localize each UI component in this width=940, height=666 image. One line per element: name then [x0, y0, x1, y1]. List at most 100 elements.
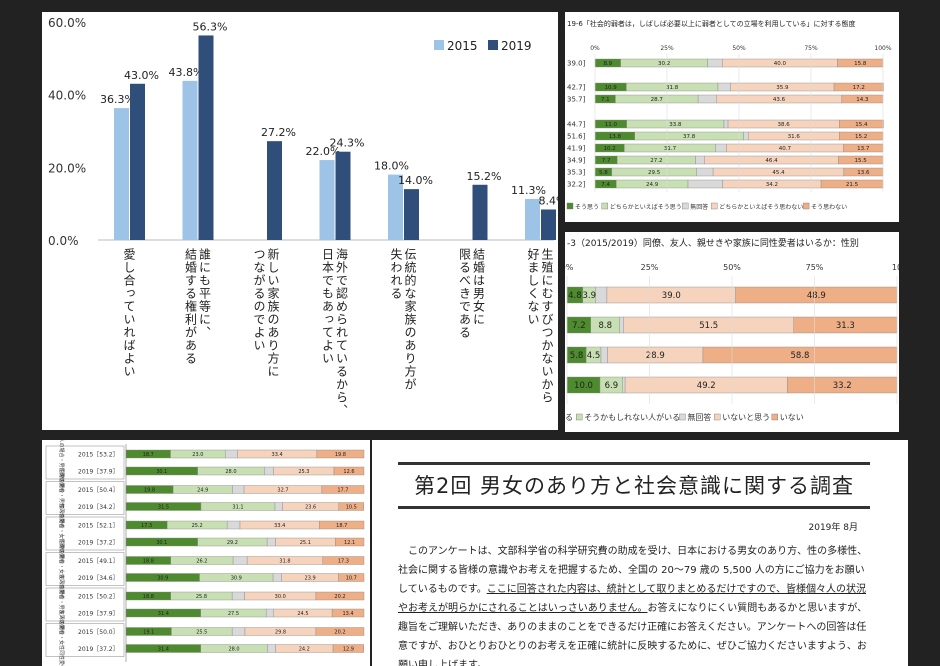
segment-label: 24.5: [297, 611, 308, 617]
stack-segment: [743, 131, 749, 141]
category-label-line: 日本でもあってよい: [320, 248, 335, 365]
segment-label: 58.8: [791, 351, 810, 361]
data-label-2015: 36.3%: [100, 93, 135, 106]
body-text-underlined: ここに回答された内容は、統計として取りまとめるだけですので、皆様個々人の状況やお…: [398, 584, 867, 614]
stack-segment: [265, 608, 274, 618]
segment-label: 23.6: [305, 504, 316, 510]
legend-swatch-2019: [488, 40, 498, 50]
legend-label: 無回答: [690, 203, 708, 211]
legend-swatch: [566, 202, 574, 210]
bar-2019: [130, 83, 145, 241]
segment-label: 19.8: [144, 487, 155, 493]
segment-label: 30.2: [658, 61, 670, 67]
row-label: 35.7]: [567, 96, 586, 104]
bar-2019: [404, 189, 419, 240]
document-body: このアンケートは、文部科学省の科学研究費の助成を受け、日本における男女のあり方、…: [398, 542, 870, 666]
bar-2019: [335, 151, 351, 240]
segment-label: 30.0: [275, 594, 286, 600]
row-label: 2015［50.2］: [78, 594, 119, 601]
segment-label: 13.4: [342, 611, 353, 617]
segment-label: 7.1: [601, 97, 610, 103]
segment-label: 18.8: [143, 558, 154, 564]
stack-segment: [332, 644, 364, 653]
segment-label: 40.0: [774, 61, 787, 67]
category-label: 海外で認められているから、 日本でもあってよい: [321, 248, 349, 417]
category-label-line: 結婚は男女に: [471, 248, 486, 326]
segment-label: 10.9: [605, 85, 618, 91]
group-box: [45, 516, 125, 551]
bar-2019: [541, 209, 556, 240]
segment-label: 17.3: [141, 523, 152, 529]
bar-2019: [472, 184, 488, 240]
legend-swatch: [681, 202, 689, 210]
group-box: [45, 445, 125, 480]
stack-segment: [264, 466, 274, 476]
legend-swatch: [679, 413, 686, 421]
segment-label: 37.8: [683, 134, 696, 140]
category-label-line: 失われる: [389, 248, 403, 300]
stack-segment: [595, 286, 608, 304]
segment-label: 4.5: [587, 351, 601, 361]
category-label: 愛し合っていればよい: [122, 248, 136, 378]
segment-label: 32.7: [277, 487, 288, 493]
y-tick-label: 0.0%: [48, 234, 79, 248]
segment-label: 25.1: [300, 540, 311, 546]
stacked-chart-social-weak-panel: 8.9 30.2 40.0 15.8 39.0] 10.9 31.8 35.9 17.2 42.7…: [565, 12, 899, 222]
segment-label: 27.2: [650, 158, 662, 164]
segment-label: 29.5: [648, 170, 661, 176]
stack-segment: [715, 143, 727, 153]
segment-label: 15.5: [855, 158, 868, 164]
stack-segment: [600, 346, 608, 364]
data-label-2019: 15.2%: [467, 170, 502, 183]
legend-label: どちらかといえばそう思わない: [719, 203, 803, 211]
segment-label: 15.4: [855, 122, 868, 128]
segment-label: 28.7: [651, 97, 664, 103]
bar-2015: [525, 198, 540, 240]
legend-swatch: [802, 202, 810, 210]
segment-label: 14.3: [856, 97, 869, 103]
legend-label: どちらかといえばそう思う: [610, 203, 682, 211]
segment-label: 13.8: [609, 134, 622, 140]
segment-label: 25.2: [192, 523, 203, 529]
stack-segment: [322, 556, 365, 565]
segment-label: 21.5: [846, 182, 859, 188]
segment-label: 15.2: [855, 134, 867, 140]
data-label-2019: 14.0%: [398, 174, 433, 187]
stack-segment: [707, 58, 723, 68]
bar-2015: [319, 160, 335, 240]
group-label: 友人の場合・男性同性愛者: [58, 574, 65, 634]
document-page: 第2回 男女のあり方と社会意識に関する調査 2019年 8月 このアンケートは、…: [372, 440, 908, 666]
legend-swatch: [601, 202, 608, 210]
segment-label: 35.9: [776, 85, 789, 91]
segment-label: 48.9: [807, 291, 826, 301]
x-tick-label: 100%: [874, 45, 891, 52]
stacked-chart-acquaintance-panel: 4.8 3.9 39.0 48.9 7.2 8.8 51.5 31.3 5.8 4.5 28.9 58…: [565, 232, 899, 432]
legend-label-2019: 2019: [501, 39, 532, 53]
segment-label: 34.2: [766, 182, 778, 188]
y-tick-label: 40.0%: [48, 89, 86, 103]
title-rule-top: [398, 462, 870, 465]
data-label-2015: 18.0%: [374, 160, 409, 173]
group-label: 友人の場合・女性同性愛者: [58, 610, 65, 666]
segment-label: 8.8: [599, 321, 613, 331]
data-label-2019: 56.3%: [193, 20, 228, 33]
legend-label: いる: [565, 413, 573, 422]
group-label: 知人の場合・男性同性愛者: [58, 440, 65, 493]
title-rule-bottom: [398, 506, 870, 509]
segment-label: 20.2: [334, 594, 345, 600]
stack-segment: [695, 155, 705, 165]
bar-2019: [267, 141, 282, 240]
stack-segment: [316, 449, 365, 459]
row-label: 51.6]: [567, 133, 586, 141]
main-bar-chart: 0.0% 20.0% 40.0% 60.0% 36.3% 43.0% 43.8% 56.3% 2…: [48, 16, 558, 248]
segment-label: 17.2: [853, 85, 865, 91]
segment-label: 46.4: [765, 158, 778, 164]
segment-label: 19.1: [143, 629, 154, 635]
bar-2015: [114, 108, 129, 240]
group-label: 知人の場合・女性同性愛者: [58, 503, 65, 563]
stack-segment: [331, 608, 365, 618]
category-label-line: 生殖にむすびつかないから: [540, 248, 554, 404]
category-label-line: 結婚する権利がある: [183, 248, 198, 365]
category-label-line: つながるのでよい: [252, 248, 266, 352]
legend-label: いないと思う: [722, 413, 770, 422]
